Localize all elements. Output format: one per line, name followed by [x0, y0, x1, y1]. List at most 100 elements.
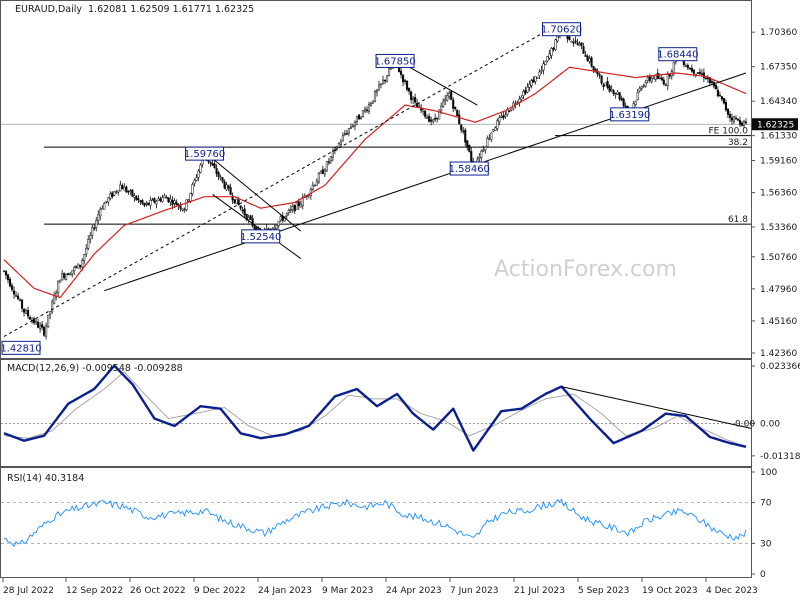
- candle-body: [317, 173, 320, 183]
- macd-line: [3, 364, 747, 452]
- candle-body: [99, 208, 102, 217]
- candle-body: [494, 127, 497, 132]
- candle-body: [500, 115, 503, 118]
- candle-body: [125, 186, 128, 193]
- price-tick-label: 1.64340: [760, 97, 797, 107]
- candle-body: [241, 209, 244, 212]
- candle-body: [225, 184, 228, 191]
- candle-body: [496, 120, 499, 130]
- candle-body: [454, 106, 457, 109]
- candle-body: [367, 104, 371, 112]
- candle-body: [145, 203, 148, 205]
- candle-body: [169, 198, 172, 203]
- candle-body: [10, 285, 14, 290]
- candle-body: [732, 116, 736, 122]
- candle-body: [237, 199, 240, 206]
- candle-body: [331, 151, 334, 158]
- candle-body: [688, 68, 691, 70]
- candle-body: [231, 195, 234, 201]
- candle-body: [468, 144, 471, 152]
- candle-body: [361, 110, 365, 117]
- candle-body: [363, 108, 367, 112]
- candle-body: [219, 176, 222, 179]
- candle-body: [369, 103, 373, 106]
- candle-body: [251, 218, 254, 227]
- candle-body: [642, 85, 645, 87]
- candle-body: [149, 199, 152, 206]
- date-tick-label: 24 Apr 2023: [386, 586, 442, 596]
- price-tick-label: 1.61330: [760, 132, 797, 142]
- candle-body: [696, 72, 699, 74]
- candle-body: [6, 274, 10, 281]
- candle-body: [648, 76, 651, 81]
- candle-body: [129, 190, 132, 193]
- candle-body: [191, 184, 194, 195]
- candle-body: [289, 209, 292, 211]
- candle-body: [538, 71, 541, 76]
- candle-body: [536, 77, 539, 79]
- candle-body: [89, 235, 92, 240]
- candle-body: [23, 308, 26, 313]
- candle-body: [315, 180, 318, 186]
- candle-body: [171, 199, 174, 205]
- candle-body: [151, 199, 154, 201]
- level-label-5: 1.70620: [541, 22, 582, 37]
- candle-body: [81, 260, 84, 268]
- candle-body: [622, 98, 625, 107]
- candle-body: [49, 311, 52, 315]
- candle-body: [610, 89, 613, 92]
- date-tick-label: 24 Jan 2023: [258, 586, 312, 596]
- date-tick-label: 28 Jul 2022: [3, 586, 54, 596]
- candle-body: [131, 189, 134, 197]
- date-tick-label: 19 Oct 2023: [642, 586, 698, 596]
- candle-body: [101, 208, 104, 210]
- price-panel-frame: [0, 0, 752, 359]
- candle-body: [520, 97, 523, 100]
- candle-body: [287, 209, 290, 213]
- candle-body: [578, 43, 581, 47]
- candle-body: [63, 273, 66, 278]
- level-label-6: 1.63190: [609, 107, 650, 122]
- candle-body: [492, 129, 495, 132]
- rsi-tick-label: 100: [760, 468, 777, 478]
- macd-panel-frame: [0, 359, 752, 467]
- candle-body: [692, 69, 695, 74]
- candle-body: [321, 169, 324, 175]
- candle-body: [121, 184, 124, 190]
- candle-body: [83, 254, 86, 261]
- candle-body: [652, 77, 655, 80]
- fib-label-2: 61.8: [728, 215, 748, 225]
- date-tick-label: 9 Dec 2022: [194, 586, 246, 596]
- candle-body: [137, 198, 140, 201]
- candle-body: [39, 325, 42, 329]
- candle-body: [554, 39, 557, 51]
- candle-body: [123, 186, 126, 191]
- level-label-text: 1.59760: [184, 149, 225, 160]
- rsi-line: [3, 498, 747, 547]
- candle-body: [341, 135, 344, 142]
- candle-body: [229, 187, 232, 195]
- level-label-text: 1.58460: [449, 164, 490, 175]
- candle-body: [109, 193, 112, 199]
- candle-body: [37, 321, 40, 328]
- candle-body: [594, 68, 597, 73]
- candle-body: [157, 198, 160, 201]
- candle-body: [702, 72, 705, 78]
- candle-body: [107, 197, 110, 203]
- candle-body: [606, 80, 609, 88]
- candle-body: [466, 140, 469, 147]
- candle-body: [668, 74, 671, 77]
- candle-body: [530, 80, 533, 86]
- candle-body: [504, 114, 507, 117]
- candle-body: [235, 198, 238, 204]
- macd-signal-line: [3, 371, 747, 447]
- candle-body: [249, 215, 252, 220]
- rsi-tick-label: 30: [760, 539, 772, 549]
- candle-body: [704, 77, 707, 80]
- candle-body: [103, 203, 106, 210]
- candle-body: [4, 270, 8, 276]
- candle-body: [311, 184, 314, 190]
- candle-body: [329, 156, 332, 162]
- candle-body: [29, 317, 32, 320]
